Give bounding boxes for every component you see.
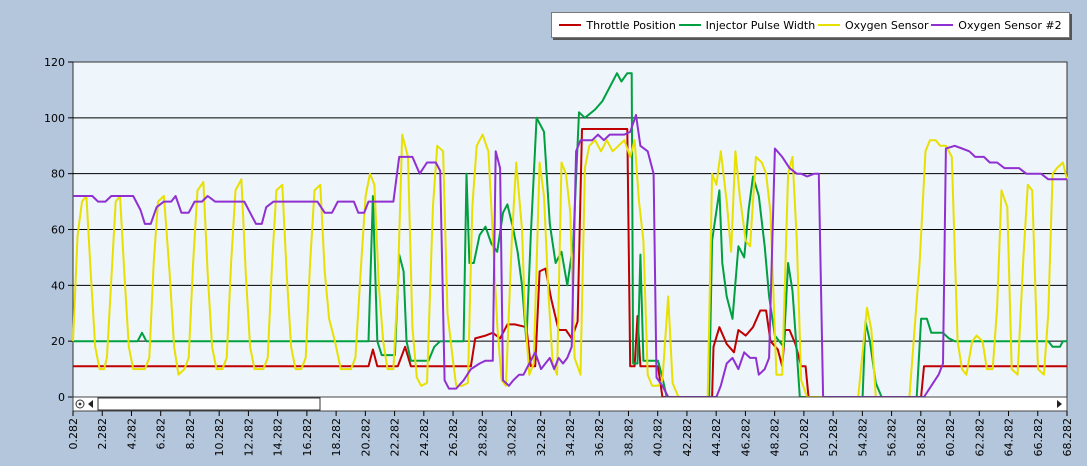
x-tick-label: 34.282 — [564, 418, 577, 457]
x-tick-label: 40.282 — [652, 418, 665, 457]
x-tick-label: 18.282 — [330, 418, 343, 457]
x-tick-label: 54.282 — [856, 418, 869, 457]
x-tick-label: 32.282 — [535, 418, 548, 457]
x-tick-label: 28.282 — [476, 418, 489, 457]
x-tick-label: 66.282 — [1032, 418, 1045, 457]
x-tick-label: 64.282 — [1003, 418, 1016, 457]
x-tick-label: 12.282 — [242, 418, 255, 457]
y-tick-label: 20 — [51, 335, 65, 348]
x-tick-label: 24.282 — [418, 418, 431, 457]
x-tick-label: 8.282 — [184, 418, 197, 450]
x-tick-label: 42.282 — [681, 418, 694, 457]
x-tick-label: 52.282 — [827, 418, 840, 457]
legend-item-injector-pulse-width: Injector Pulse Width — [678, 18, 816, 32]
scrollbar[interactable] — [72, 396, 1068, 412]
x-tick-label: 36.282 — [593, 418, 606, 457]
y-tick-label: 80 — [51, 168, 65, 181]
y-tick-label: 100 — [44, 112, 65, 125]
legend-swatch — [678, 24, 701, 26]
y-tick-label: 40 — [51, 279, 65, 292]
x-tick-label: 62.282 — [973, 418, 986, 457]
x-tick-label: 46.282 — [739, 418, 752, 457]
x-axis-ticks: 0.282 2.282 4.282 6.282 8.282 10.282 12.282 14.… — [67, 411, 1074, 457]
x-tick-label: 16.282 — [301, 418, 314, 457]
scroll-right-arrow-icon[interactable] — [1057, 400, 1062, 408]
legend-label: Oxygen Sensor #2 — [958, 18, 1062, 32]
legend-item-oxygen-sensor-2: Oxygen Sensor #2 — [931, 18, 1062, 32]
series-line-1 — [73, 72, 1067, 398]
zoom-reset-icon-dot — [78, 402, 82, 406]
legend-label: Injector Pulse Width — [705, 18, 816, 32]
x-tick-label: 4.282 — [125, 418, 138, 450]
x-tick-label: 10.282 — [213, 418, 226, 457]
y-axis-ticks: 0 20 40 60 80 100 120 — [44, 56, 73, 404]
scrollbar-thumb[interactable] — [97, 397, 321, 411]
legend-swatch — [817, 24, 840, 26]
legend-label: Oxygen Sensor — [844, 18, 929, 32]
x-tick-label: 0.282 — [67, 418, 80, 450]
legend: Throttle Position Injector Pulse Width O… — [551, 12, 1070, 38]
x-tick-label: 22.282 — [389, 418, 402, 457]
x-tick-label: 14.282 — [272, 418, 285, 457]
scroll-left-arrow-icon[interactable] — [88, 400, 93, 408]
x-tick-label: 6.282 — [155, 418, 168, 450]
x-tick-label: 50.282 — [798, 418, 811, 457]
legend-swatch — [931, 24, 954, 26]
y-tick-label: 0 — [58, 391, 65, 404]
x-tick-label: 60.282 — [944, 418, 957, 457]
x-tick-label: 26.282 — [447, 418, 460, 457]
x-tick-label: 20.282 — [359, 418, 372, 457]
legend-item-throttle-position: Throttle Position — [559, 18, 676, 32]
x-tick-label: 44.282 — [710, 418, 723, 457]
x-tick-label: 48.282 — [769, 418, 782, 457]
x-tick-label: 30.282 — [506, 418, 519, 457]
legend-item-oxygen-sensor: Oxygen Sensor — [817, 18, 929, 32]
zoom-reset-icon[interactable] — [75, 399, 85, 409]
legend-swatch — [559, 24, 582, 26]
legend-label: Throttle Position — [586, 18, 676, 32]
y-tick-label: 120 — [44, 56, 65, 69]
x-tick-label: 38.282 — [622, 418, 635, 457]
x-tick-label: 2.282 — [96, 418, 109, 450]
x-tick-label: 58.282 — [915, 418, 928, 457]
x-tick-label: 68.282 — [1061, 418, 1074, 457]
x-tick-label: 56.282 — [886, 418, 899, 457]
y-tick-label: 60 — [51, 224, 65, 237]
